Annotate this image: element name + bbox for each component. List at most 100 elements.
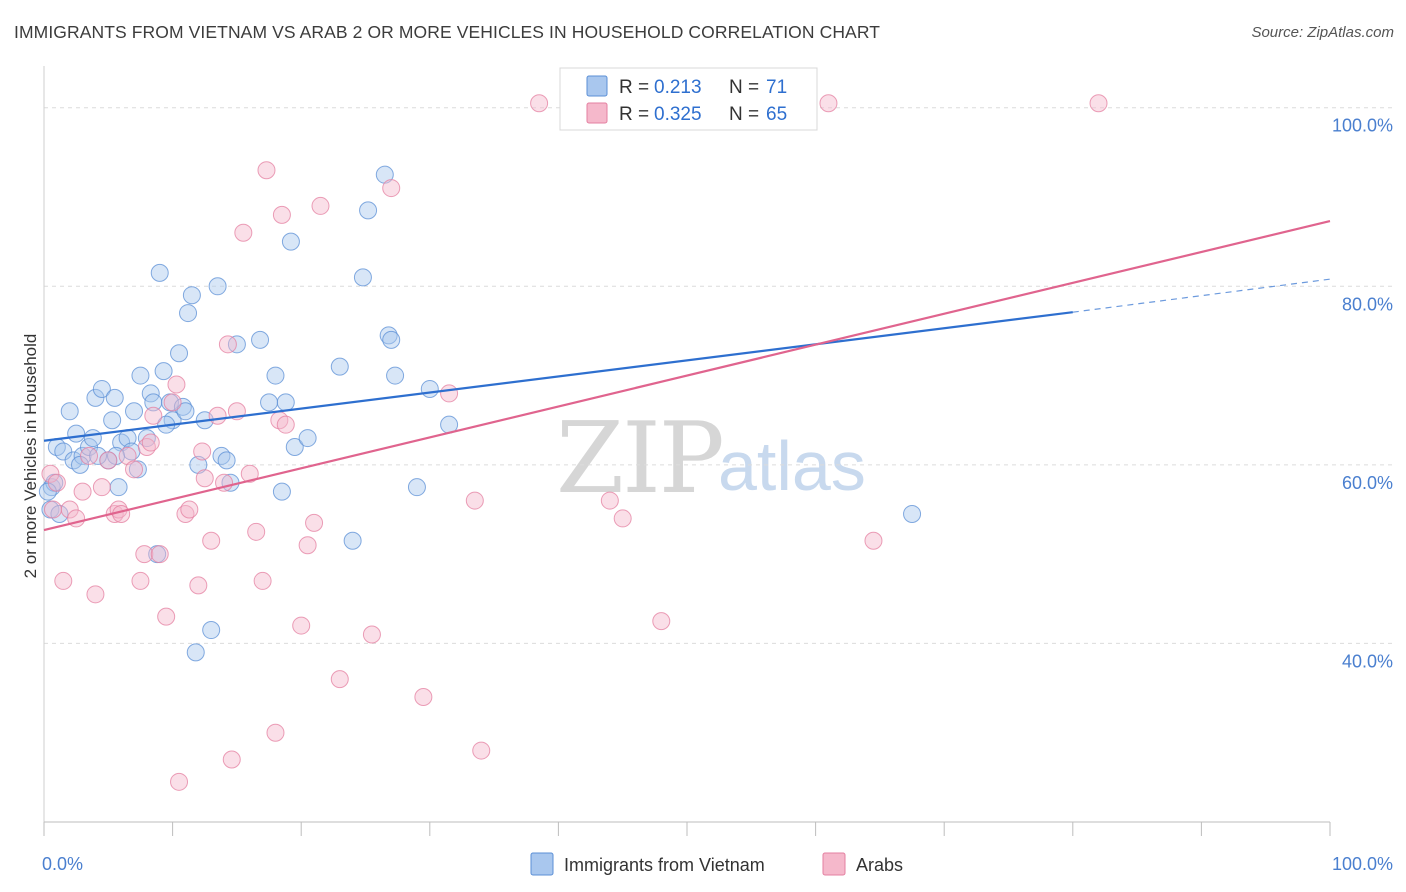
arabs-point-19 <box>141 433 160 452</box>
arabs-point-57 <box>530 94 549 113</box>
arabs-point-46 <box>292 616 311 635</box>
arabs-point-59 <box>613 509 632 528</box>
legend-swatch-vietnam <box>586 75 608 97</box>
arabs-point-15 <box>125 460 144 479</box>
arabs-point-44 <box>272 205 291 224</box>
legend-r-value-arabs: 0.325 <box>654 104 702 125</box>
chart-title: IMMIGRANTS FROM VIETNAM VS ARAB 2 OR MOR… <box>14 22 881 42</box>
vietnam-point-51 <box>343 531 362 550</box>
arabs-trend-line <box>43 220 1331 532</box>
arabs-point-6 <box>73 482 92 501</box>
vietnam-point-41 <box>227 335 246 354</box>
vietnam-point-45 <box>272 482 291 501</box>
arabs-point-3 <box>54 571 73 590</box>
vietnam-point-57 <box>386 366 405 385</box>
vietnam-point-14 <box>105 388 124 407</box>
vietnam-point-20 <box>131 366 150 385</box>
bottom-legend-swatch-arabs <box>822 852 846 876</box>
arabs-point-64 <box>1089 94 1108 113</box>
arabs-point-24 <box>167 375 186 394</box>
y-tick-label-1: 60.0% <box>1342 473 1393 493</box>
vietnam-point-68 <box>83 429 102 448</box>
arabs-point-8 <box>86 585 105 604</box>
vietnam-point-19 <box>128 460 147 479</box>
arabs-point-49 <box>311 196 330 215</box>
legend-n-value-arabs: 65 <box>766 104 787 125</box>
vietnam-point-10 <box>86 388 105 407</box>
arabs-point-39 <box>247 522 266 541</box>
vietnam-point-31 <box>179 304 198 323</box>
trend-lines <box>43 220 1331 532</box>
vietnam-point-49 <box>298 429 317 448</box>
arabs-point-16 <box>131 571 150 590</box>
arabs-point-32 <box>208 406 227 425</box>
arabs-point-54 <box>440 384 459 403</box>
vietnam-point-50 <box>330 357 349 376</box>
y-axis-label: 2 or more Vehicles in Household <box>21 334 40 579</box>
arabs-point-7 <box>80 446 99 465</box>
arabs-point-4 <box>60 500 79 519</box>
vietnam-point-5 <box>60 402 79 421</box>
axes <box>43 66 1331 836</box>
y-tick-label-2: 80.0% <box>1342 294 1393 314</box>
arabs-point-38 <box>240 464 259 483</box>
arabs-point-55 <box>465 491 484 510</box>
arabs-point-61 <box>652 612 671 631</box>
legend-r-label-vietnam: R = <box>619 77 649 98</box>
arabs-point-42 <box>266 723 285 742</box>
bottom-legend-label-arabs: Arabs <box>856 855 903 875</box>
watermark: ZIP atlas <box>556 402 866 516</box>
vietnam-point-46 <box>276 393 295 412</box>
arabs-point-28 <box>189 576 208 595</box>
tick-labels: 40.0% 60.0% 80.0% 100.0% 0.0% 100.0% <box>42 116 1393 874</box>
arabs-point-34 <box>218 335 237 354</box>
bottom-legend-label-vietnam: Immigrants from Vietnam <box>564 855 765 875</box>
vietnam-point-61 <box>903 504 922 523</box>
arabs-point-25 <box>170 772 189 791</box>
arabs-point-37 <box>234 223 253 242</box>
vietnam-point-33 <box>186 643 205 662</box>
arabs-point-31 <box>202 531 221 550</box>
vietnam-point-44 <box>266 366 285 385</box>
x-tick-label-0: 0.0% <box>42 854 83 874</box>
legend-n-label-vietnam: N = <box>729 77 759 98</box>
vietnam-trend-line <box>43 311 1073 442</box>
vietnam-point-58 <box>407 478 426 497</box>
legend-bottom: Immigrants from Vietnam Arabs <box>530 852 903 876</box>
vietnam-point-29 <box>170 344 189 363</box>
arabs-point-30 <box>195 469 214 488</box>
vietnam-point-39 <box>217 451 236 470</box>
arabs-point-9 <box>92 478 111 497</box>
vietnam-point-7 <box>67 424 86 443</box>
watermark-zip: ZIP <box>556 402 723 516</box>
source-label: Source: ZipAtlas.com <box>1251 24 1394 41</box>
vietnam-point-67 <box>176 402 195 421</box>
legend-top: R = 0.213 N = 71 R = 0.325 N = 65 <box>559 67 818 131</box>
watermark-atlas: atlas <box>718 427 866 505</box>
grid-lines <box>44 107 1392 644</box>
vietnam-point-59 <box>420 379 439 398</box>
vietnam-point-15 <box>109 478 128 497</box>
arabs-point-23 <box>163 393 182 412</box>
vietnam-point-42 <box>251 330 270 349</box>
legend-swatch-arabs <box>586 102 608 124</box>
vietnam-point-52 <box>353 268 372 287</box>
bottom-legend-swatch-vietnam <box>530 852 554 876</box>
arabs-point-41 <box>257 161 276 180</box>
vietnam-point-32 <box>182 286 201 305</box>
arabs-point-45 <box>276 415 295 434</box>
arabs-point-27 <box>180 500 199 519</box>
vietnam-point-36 <box>202 621 221 640</box>
vietnam-point-56 <box>382 330 401 349</box>
arabs-point-50 <box>330 670 349 689</box>
vietnam-point-53 <box>359 201 378 220</box>
arabs-point-56 <box>472 741 491 760</box>
vietnam-point-25 <box>150 263 169 282</box>
arabs-point-17 <box>135 545 154 564</box>
arabs-point-2 <box>47 473 66 492</box>
arabs-point-20 <box>144 406 163 425</box>
arabs-point-22 <box>157 607 176 626</box>
vietnam-point-43 <box>260 393 279 412</box>
vietnam-trend-line-extension <box>1072 278 1331 313</box>
vietnam-point-13 <box>103 411 122 430</box>
